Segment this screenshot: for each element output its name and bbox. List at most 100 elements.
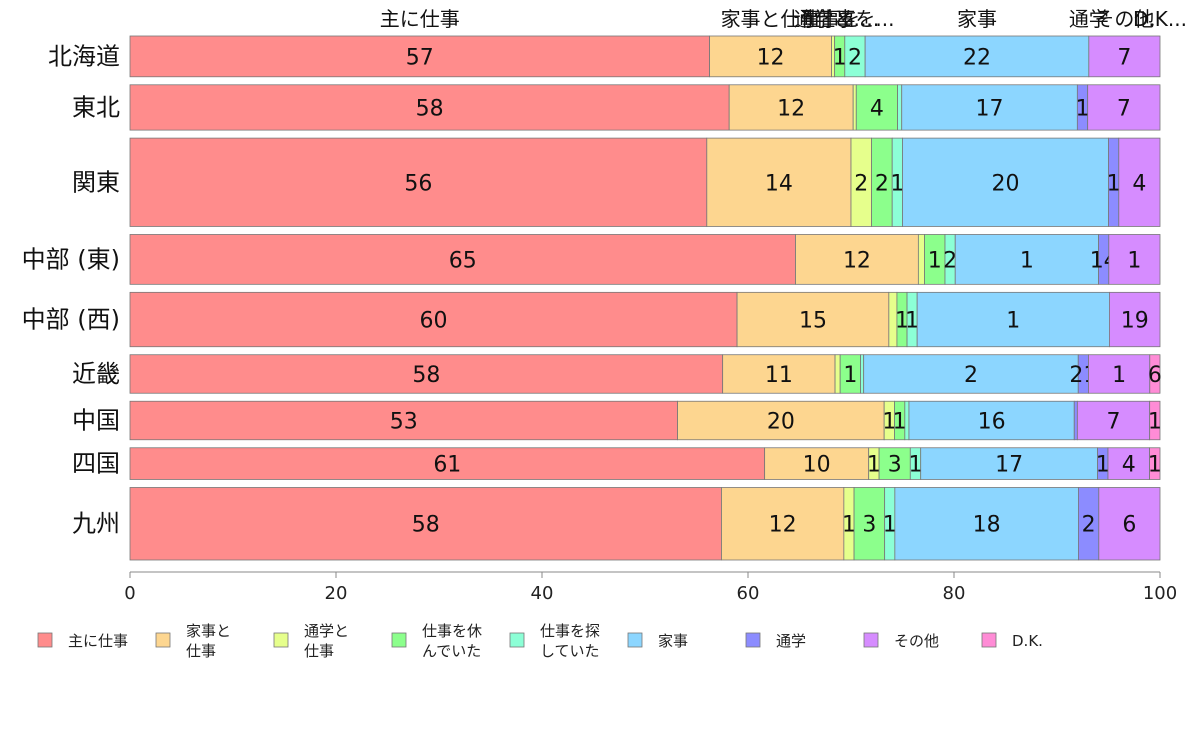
- data-label: 12: [843, 248, 871, 273]
- bar-segment: [764, 447, 870, 480]
- bar-segment: [129, 354, 724, 394]
- data-label: 1: [1148, 453, 1162, 478]
- data-label: 58: [416, 96, 444, 121]
- bar-segment: [129, 487, 722, 561]
- bar-segment: [1098, 487, 1161, 561]
- bar-segment: [834, 354, 841, 394]
- data-label: 7: [1107, 410, 1121, 435]
- data-label: 1: [1107, 171, 1121, 196]
- series-top-label: 主に仕事: [380, 7, 460, 31]
- series-top-label: 通学と...: [794, 7, 873, 31]
- data-label: 20: [767, 410, 795, 435]
- bar-segment: [954, 234, 1099, 285]
- legend-label: D.K.: [1012, 632, 1043, 650]
- bar-segment: [1108, 234, 1161, 285]
- category-label: 近畿: [72, 360, 120, 388]
- data-label: 11: [765, 363, 793, 388]
- legend-swatch: [863, 632, 879, 648]
- data-label: 2: [1082, 513, 1096, 538]
- data-label: 1: [928, 248, 942, 273]
- data-label: 1: [1020, 248, 1034, 273]
- bar-segment: [129, 234, 796, 285]
- data-label: 57: [406, 45, 434, 70]
- data-label: 16: [978, 410, 1006, 435]
- series-top-label: 家事と仕事: [721, 7, 821, 31]
- bar-segment: [709, 35, 832, 78]
- legend-label: 主に仕事: [68, 632, 128, 650]
- bar-segment: [706, 137, 852, 227]
- data-label: 10: [803, 453, 831, 478]
- data-label: 1: [1148, 410, 1162, 435]
- data-label: 4: [1122, 453, 1136, 478]
- category-label: 東北: [72, 93, 120, 121]
- bar-segment: [1149, 400, 1161, 441]
- category-label: 北海道: [48, 42, 120, 70]
- data-label: 65: [449, 248, 477, 273]
- bar-segment: [894, 487, 1079, 561]
- data-label: 2: [854, 171, 868, 196]
- data-label: 1: [909, 453, 923, 478]
- legend-swatch: [391, 632, 407, 648]
- series-top-label: 通学: [1069, 7, 1109, 31]
- bar-segment: [916, 291, 1110, 348]
- data-label: 56: [404, 171, 432, 196]
- legend-swatch: [155, 632, 171, 648]
- data-label: 4: [870, 96, 884, 121]
- data-label: 1: [833, 45, 847, 70]
- data-label: 18: [973, 513, 1001, 538]
- legend-label: 家事と仕事: [186, 622, 231, 660]
- data-label: 1: [1006, 309, 1020, 334]
- data-label: 2: [848, 45, 862, 70]
- data-label: 1: [1096, 453, 1110, 478]
- data-label: 15: [799, 309, 827, 334]
- data-label: 1: [883, 513, 897, 538]
- series-top-label: D.K...: [1133, 7, 1187, 31]
- data-label: 1: [867, 453, 881, 478]
- legend-label: 仕事を探していた: [540, 622, 600, 660]
- legend-swatch: [509, 632, 525, 648]
- category-label: 中部 (東): [22, 245, 120, 273]
- data-label: 58: [412, 513, 440, 538]
- data-label: 22: [963, 45, 991, 70]
- data-label: 1: [1127, 248, 1141, 273]
- bar-segment: [1149, 354, 1161, 394]
- data-label: 3: [862, 513, 876, 538]
- data-label: 1: [843, 363, 857, 388]
- data-label: 12: [757, 45, 785, 70]
- data-label: 3: [888, 453, 902, 478]
- x-tick-label: 100: [1143, 583, 1177, 604]
- bar-segment: [1109, 291, 1161, 348]
- data-label: 20: [992, 171, 1020, 196]
- bar-segment: [1088, 35, 1161, 78]
- bar-segment: [852, 84, 857, 131]
- bar-segment: [1087, 84, 1161, 131]
- data-label: 1: [842, 513, 856, 538]
- bar-segment: [855, 84, 898, 131]
- data-label: 1: [893, 410, 907, 435]
- data-label: 4: [1132, 171, 1146, 196]
- legend-label: 通学と仕事: [304, 622, 349, 660]
- bar-segment: [1076, 400, 1151, 441]
- data-label: 1: [890, 171, 904, 196]
- bar-segment: [1088, 354, 1151, 394]
- bar-segment: [1149, 447, 1161, 480]
- data-label: 1: [882, 410, 896, 435]
- bar-segment: [1118, 137, 1161, 227]
- bar-segment: [722, 354, 836, 394]
- data-label: 1: [1112, 363, 1126, 388]
- category-label: 中国: [72, 407, 120, 435]
- legend-label: 通学: [776, 632, 806, 650]
- data-label: 12: [769, 513, 797, 538]
- bar-segment: [129, 137, 708, 227]
- series-top-label: 仕事を...: [815, 7, 894, 31]
- data-label: 60: [420, 309, 448, 334]
- series-top-label: 家事: [957, 7, 997, 31]
- x-tick-label: 40: [531, 583, 554, 604]
- data-label: 1: [895, 309, 909, 334]
- category-label: 四国: [72, 450, 120, 478]
- category-label: 関東: [72, 168, 120, 196]
- data-label: 17: [995, 453, 1023, 478]
- bar-segment: [129, 400, 678, 441]
- data-label: 19: [1121, 309, 1149, 334]
